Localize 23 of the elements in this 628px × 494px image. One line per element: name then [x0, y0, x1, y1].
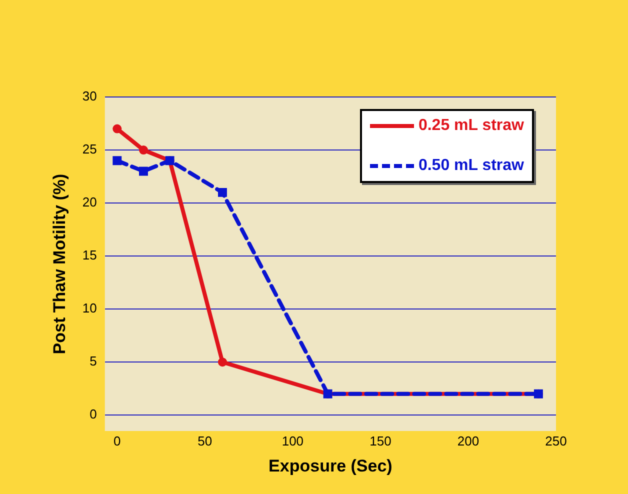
point: [112, 156, 122, 166]
x-tick-label: 100: [282, 433, 304, 448]
y-tick-label: 0: [90, 406, 97, 422]
x-tick-label: 200: [457, 433, 480, 448]
legend-label: 0.50 mL straw: [418, 157, 524, 175]
y-tick-label: 10: [82, 300, 97, 316]
y-tick-label: 20: [82, 194, 97, 210]
y-tick-label: 30: [82, 88, 97, 104]
point: [218, 188, 227, 197]
y-tick-label: 5: [90, 354, 97, 369]
legend-label: 0.25 mL straw: [418, 117, 524, 135]
point: [112, 124, 122, 134]
y-tick-label: 25: [82, 142, 97, 157]
x-tick-label: 150: [370, 433, 392, 448]
y-tick-label: 15: [82, 248, 97, 263]
x-tick-label: 0: [114, 433, 121, 448]
x-tick-label: 50: [198, 433, 212, 448]
point: [139, 166, 148, 176]
point: [218, 358, 227, 367]
x-tick-label: 250: [545, 433, 567, 448]
x-axis-title: Exposure (Sec): [268, 456, 392, 476]
point: [138, 146, 148, 155]
y-axis-title: Post Thaw Motility (%): [50, 174, 69, 354]
